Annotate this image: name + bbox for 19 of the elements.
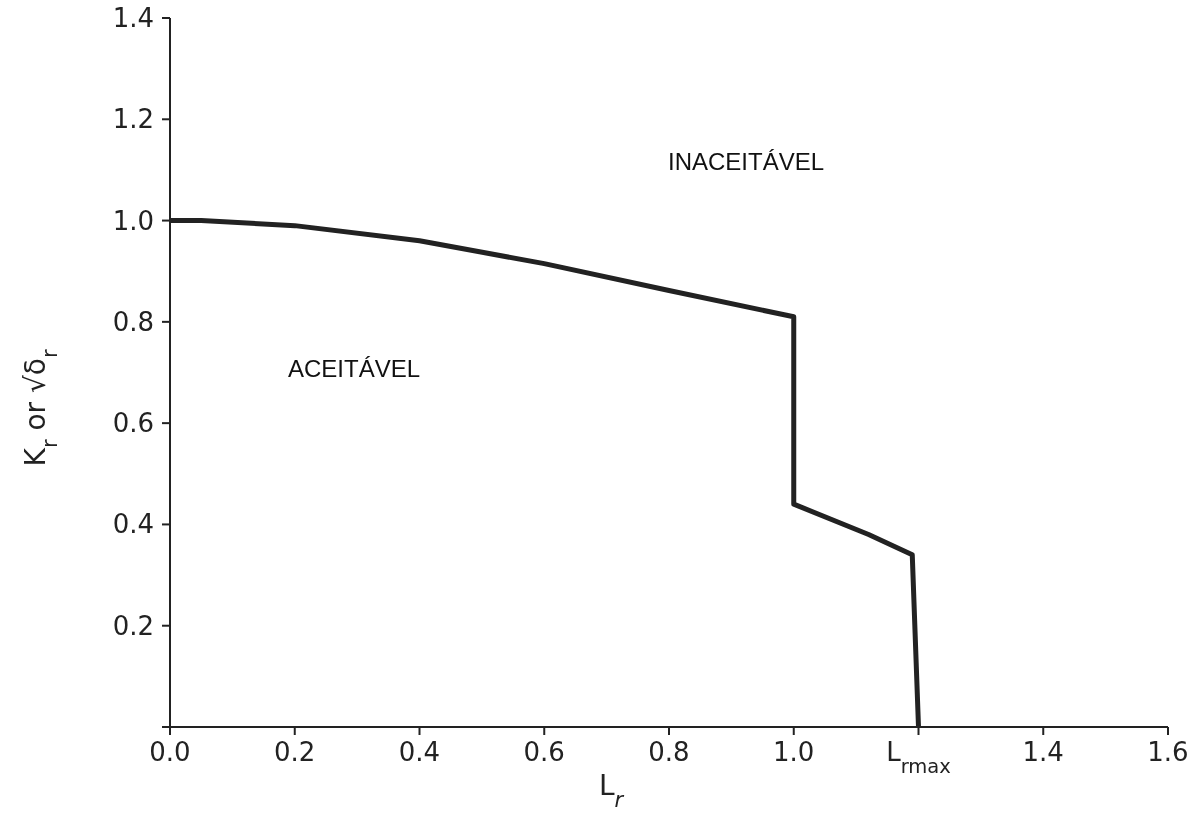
x-tick-label: 1.4 bbox=[1022, 737, 1064, 767]
y-tick-label: 0.4 bbox=[112, 509, 154, 540]
x-tick-label: 0.0 bbox=[149, 737, 191, 767]
annotation: INACEITÁVEL bbox=[668, 148, 825, 176]
x-tick-label: 1.0 bbox=[773, 737, 815, 767]
x-tick-label: 0.2 bbox=[274, 737, 316, 767]
x-axis-title: L$_{r}$ bbox=[598, 769, 625, 812]
y-tick-label: 0.8 bbox=[112, 306, 154, 337]
x-tick-label: 1.6 bbox=[1147, 737, 1189, 767]
x-tick-label: 0.8 bbox=[648, 737, 690, 767]
x-tick-label: L$_{rmax}$ bbox=[886, 737, 951, 778]
y-tick-label: 1.0 bbox=[112, 205, 154, 236]
y-tick-label: 0.6 bbox=[112, 408, 154, 439]
x-tick-label: 0.6 bbox=[523, 737, 565, 767]
y-tick-label: 1.2 bbox=[112, 104, 154, 135]
x-tick-label: 0.4 bbox=[398, 737, 441, 767]
y-tick-label: 1.4 bbox=[112, 3, 154, 33]
y-tick-label: 0.2 bbox=[112, 610, 154, 641]
annotation: ACEITÁVEL bbox=[288, 355, 421, 383]
